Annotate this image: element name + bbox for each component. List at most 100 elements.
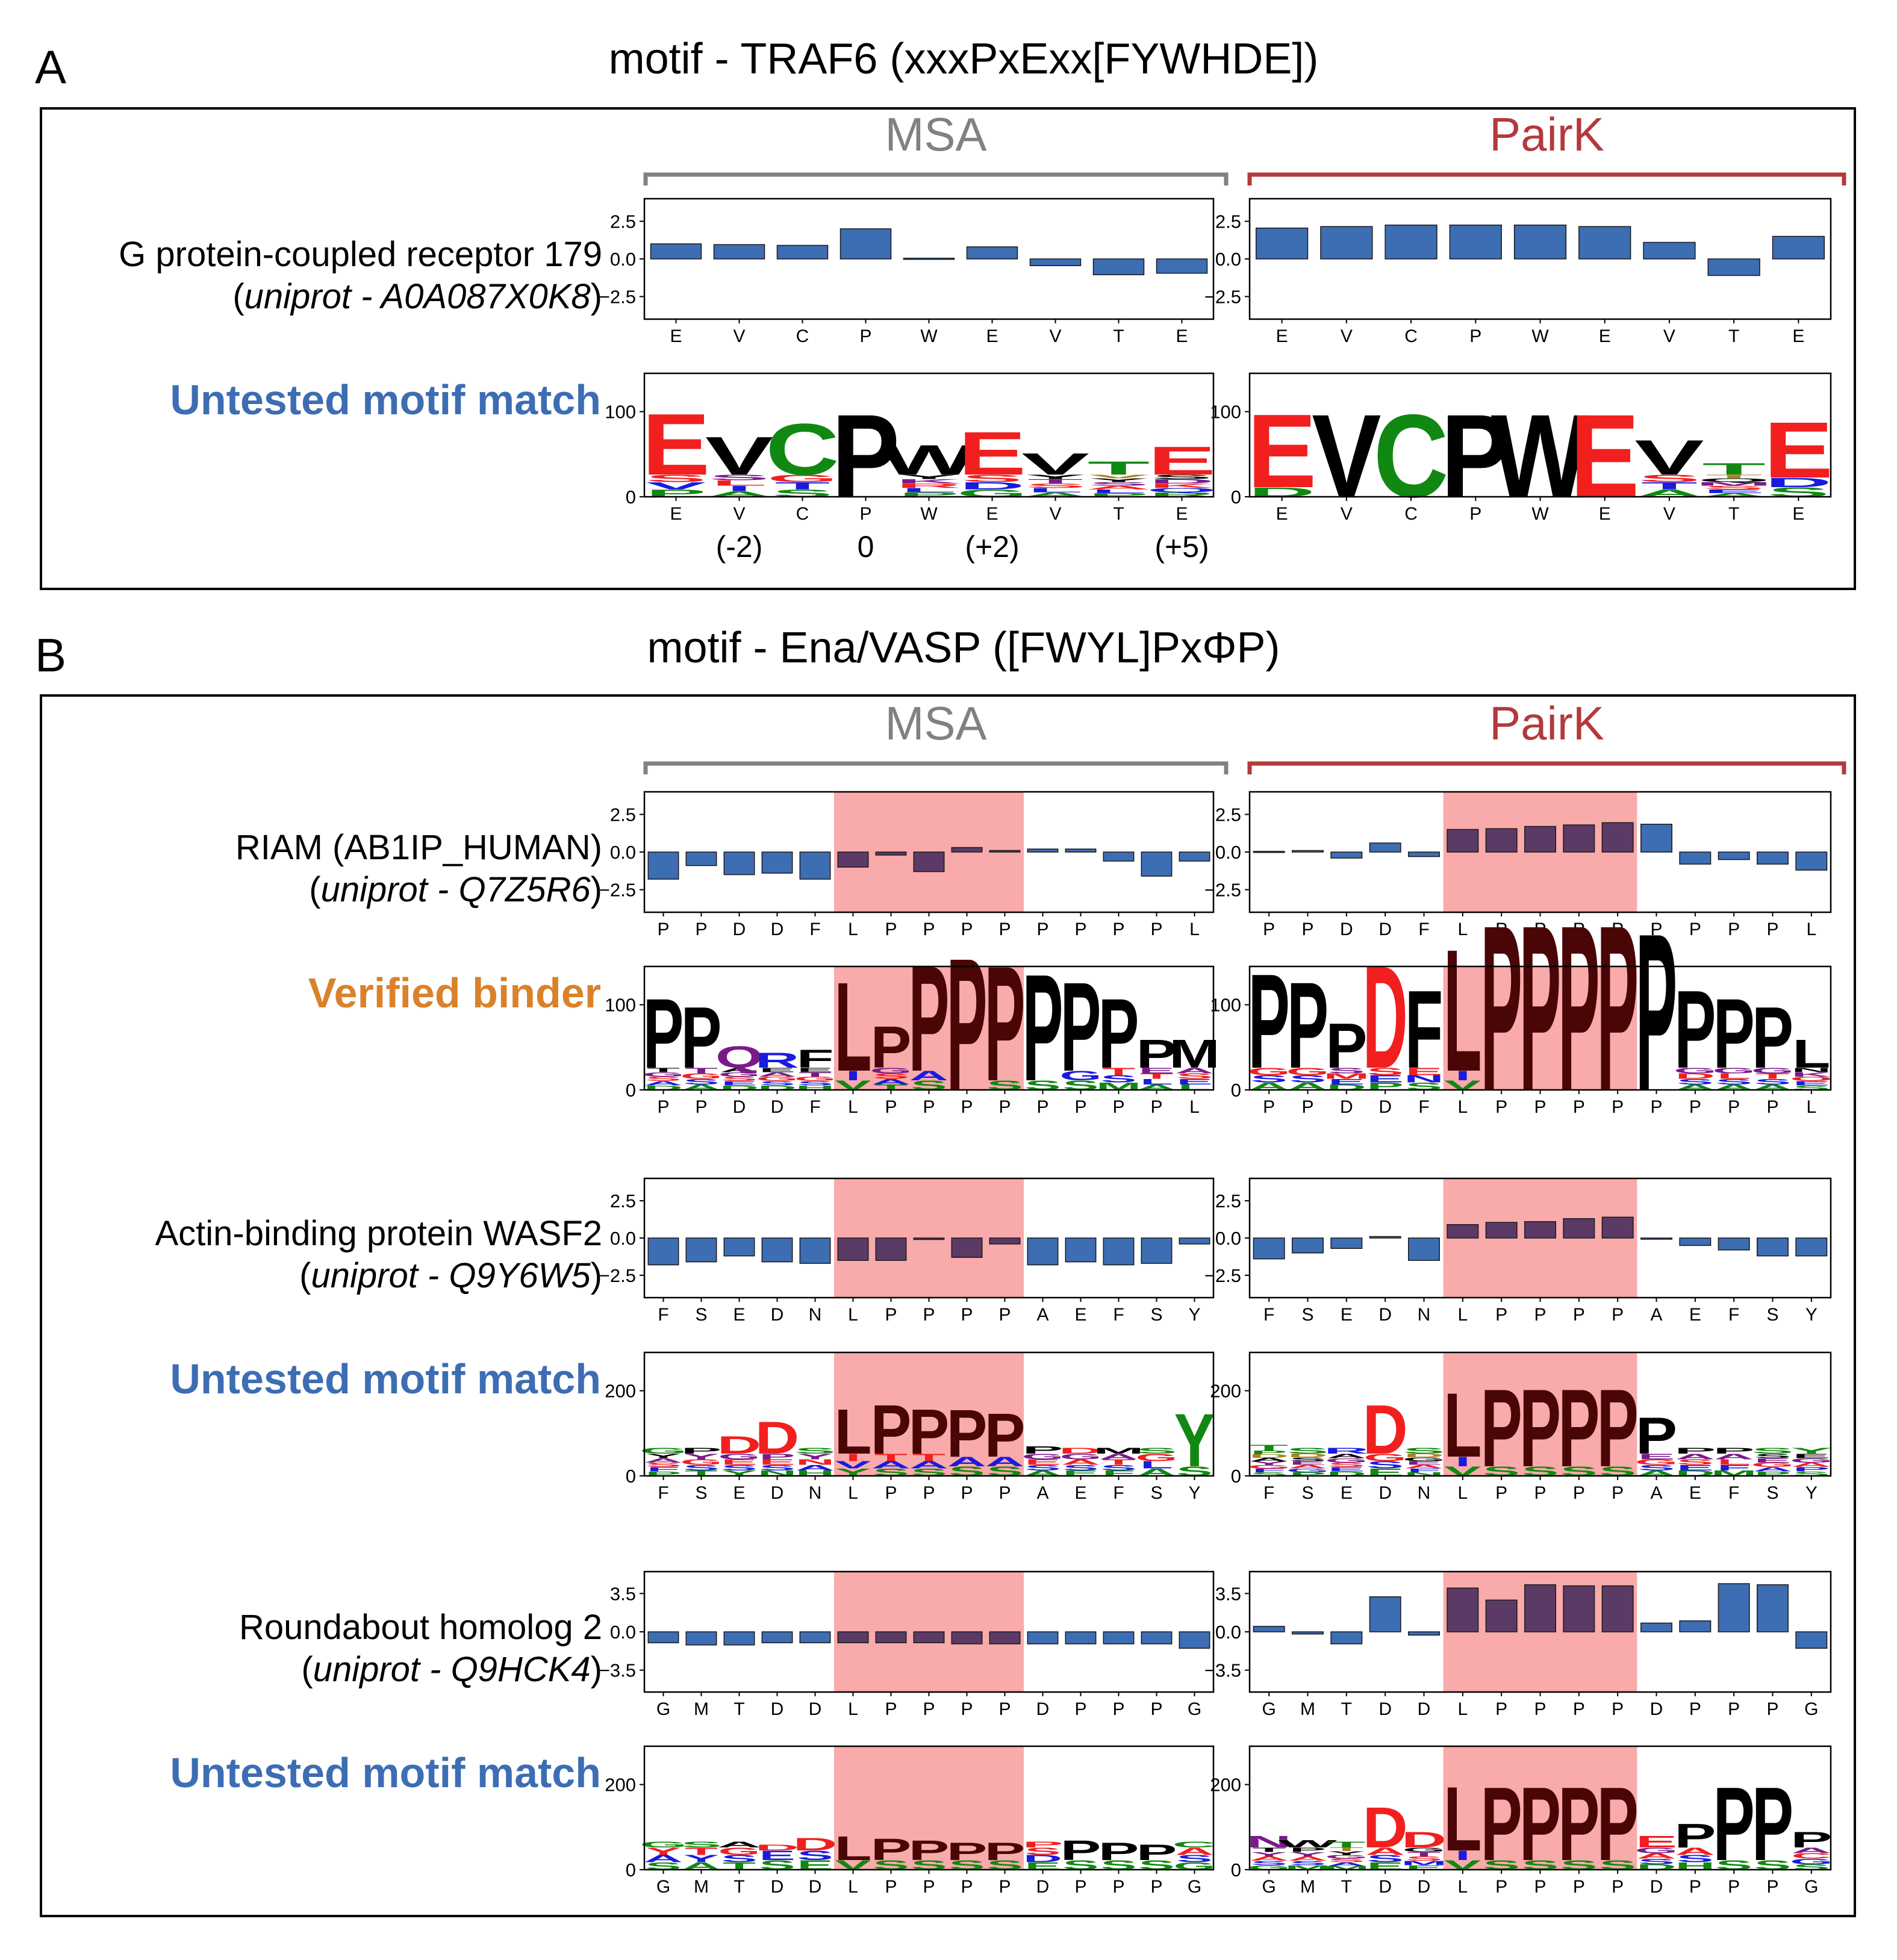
- logo-minor-letter: M: [1695, 481, 1772, 487]
- logo-minor-letter: G: [756, 1075, 798, 1083]
- score-bar: [799, 1631, 831, 1643]
- pairk-bar-plot: 2.5 0.0 −2.5 P P D D F L P P P P P P P P L: [1204, 791, 1832, 939]
- x-tick-label: G: [1804, 1699, 1818, 1719]
- msa-column-label: MSA: [885, 697, 986, 750]
- x-tick-label: E: [1341, 1305, 1353, 1325]
- logo-minor-letter: E: [759, 1848, 795, 1863]
- logo-minor-letter: P: [1289, 1846, 1326, 1853]
- x-tick-label: P: [961, 1305, 973, 1325]
- x-tick-label: D: [809, 1877, 822, 1897]
- x-tick-label: V: [1663, 326, 1675, 346]
- logo-main-letter: L: [1444, 913, 1481, 1108]
- x-tick-label: V: [733, 326, 745, 346]
- logo-minor-letter: P: [1289, 1471, 1326, 1477]
- score-bar: [1447, 1224, 1479, 1239]
- logo-main-letter: A: [717, 1840, 761, 1850]
- logo-minor-letter: E: [759, 1458, 795, 1466]
- x-tick-label: P: [1573, 1699, 1585, 1719]
- logo-minor-letter: T: [685, 1066, 718, 1075]
- x-tick-label: S: [1150, 1305, 1162, 1325]
- logo-minor-letter: G: [1363, 1452, 1406, 1463]
- x-tick-label: M: [1300, 1877, 1315, 1897]
- position-label: 0: [858, 530, 874, 564]
- score-bar: [1563, 1218, 1595, 1239]
- logo-minor-letter: S: [1677, 1077, 1713, 1086]
- x-tick-label: E: [733, 1483, 745, 1503]
- logo-minor-letter: S: [1251, 1859, 1288, 1866]
- x-tick-label: P: [859, 326, 871, 346]
- x-tick-label: V: [1341, 326, 1353, 346]
- x-tick-label: T: [734, 1877, 744, 1897]
- y-tick-label: 200: [605, 1775, 636, 1796]
- x-tick-label: M: [1300, 1699, 1315, 1719]
- highlight-region: [1443, 1352, 1637, 1476]
- x-tick-label: F: [1263, 1305, 1274, 1325]
- x-tick-label: E: [1074, 1305, 1086, 1325]
- logo-minor-letter: A: [871, 1459, 911, 1470]
- logo-main-letter: P: [947, 1395, 988, 1471]
- logo-minor-letter: Q: [1790, 1075, 1833, 1082]
- score-bar: [951, 1631, 983, 1644]
- logo-main-letter: P: [1098, 978, 1139, 1089]
- logo-minor-letter: Q: [1147, 487, 1217, 493]
- score-bar: [650, 243, 702, 260]
- x-tick-label: T: [1728, 504, 1739, 524]
- x-tick-label: P: [1650, 919, 1662, 939]
- logo-minor-letter: T: [799, 1071, 832, 1078]
- logo-minor-letter: G: [1635, 1458, 1678, 1466]
- logo-minor-letter: P: [645, 1470, 681, 1478]
- score-bar: [1795, 851, 1828, 871]
- y-tick-label: 0.0: [1215, 249, 1241, 270]
- logo-main-letter: P: [1674, 1446, 1716, 1456]
- x-tick-label: P: [1573, 919, 1585, 939]
- logo-minor-letter: S: [1793, 1470, 1830, 1477]
- logo-main-letter: P: [871, 1015, 912, 1081]
- x-tick-label: D: [1650, 1877, 1663, 1897]
- x-tick-label: F: [658, 1483, 668, 1503]
- x-tick-label: P: [1301, 1097, 1313, 1117]
- paren: ): [591, 870, 602, 909]
- score-bar: [1449, 225, 1502, 260]
- protein-name: G protein-coupled receptor 179: [119, 235, 602, 274]
- y-tick-label: 0.0: [610, 1622, 636, 1643]
- x-tick-label: P: [923, 919, 935, 939]
- x-tick-label: P: [1573, 1877, 1585, 1897]
- score-bar: [799, 851, 831, 880]
- uniprot-label: (uniprot - Q9Y6W5): [299, 1256, 602, 1295]
- x-tick-label: L: [1806, 919, 1816, 939]
- logo-main-letter: L: [834, 956, 871, 1098]
- logo-minor-letter: S: [759, 1080, 795, 1087]
- logo-main-letter: P: [1752, 989, 1793, 1086]
- pairk-bar-plot: 2.5 0.0 −2.5 F S E D N L P P P P A E F S Y: [1204, 1177, 1832, 1325]
- logo-main-letter: F: [1405, 968, 1443, 1092]
- logo-minor-letter: S: [1677, 1458, 1713, 1466]
- logo-main-letter: D: [717, 1431, 761, 1459]
- highlight-region: [834, 1746, 1024, 1870]
- score-bar: [1385, 225, 1438, 260]
- logo-minor-letter: G: [1247, 1864, 1290, 1871]
- logo-main-letter: P: [1713, 1766, 1755, 1882]
- logo-minor-letter: S: [1024, 1846, 1061, 1857]
- protein-name: RIAM (AB1IP_HUMAN): [235, 828, 602, 867]
- logo-main-letter: R: [755, 1049, 799, 1072]
- y-tick-label: 0.0: [1215, 842, 1241, 863]
- msa-column-label: MSA: [885, 108, 986, 161]
- x-tick-label: P: [1150, 1097, 1162, 1117]
- score-bar: [1485, 828, 1518, 853]
- x-tick-label: C: [1404, 504, 1418, 524]
- logo-minor-letter: T: [1641, 480, 1698, 491]
- logo-minor-letter: S: [683, 1077, 719, 1086]
- logo-main-letter: P: [1752, 1766, 1793, 1882]
- logo-minor-letter: T: [1252, 1846, 1286, 1853]
- logo-minor-letter: E: [1138, 1066, 1174, 1075]
- y-tick-label: −2.5: [599, 880, 636, 901]
- score-bar: [1141, 1631, 1173, 1644]
- x-tick-label: P: [1612, 919, 1624, 939]
- logo-minor-letter: A: [909, 1068, 948, 1083]
- x-tick-label: G: [1188, 1699, 1201, 1719]
- highlight-region: [834, 966, 1024, 1090]
- score-bar: [1640, 1237, 1672, 1240]
- logo-minor-letter: A: [909, 1459, 948, 1470]
- uniprot-id: uniprot - Q9Y6W5: [311, 1256, 591, 1295]
- logo-minor-letter: E: [1703, 488, 1765, 494]
